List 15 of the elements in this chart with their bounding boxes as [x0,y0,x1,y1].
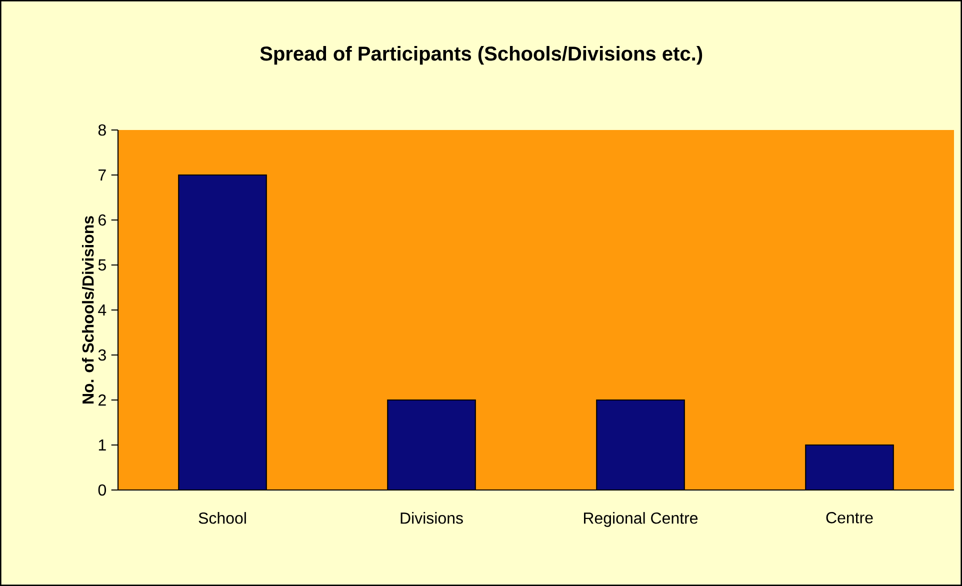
y-tick-label: 1 [98,440,106,451]
x-tick-label: Regional Centre [584,512,698,527]
y-tick-label: 5 [98,259,106,271]
y-axis-title: No. of Schools/Divisions [82,216,94,404]
x-tick-label: Divisions [400,512,463,524]
x-tick-label: School [198,512,246,524]
y-tick-label: 4 [98,304,106,316]
chart-title: Spread of Participants (Schools/Divisions etc.) [260,46,702,65]
y-tick-label: 3 [98,349,106,361]
x-tick-label: Centre [826,512,873,524]
y-tick-label: 2 [98,394,106,406]
y-tick-label: 6 [98,214,106,226]
y-tick-label: 8 [98,124,106,136]
y-tick-label: 7 [98,170,106,181]
y-tick-label: 0 [98,484,106,496]
